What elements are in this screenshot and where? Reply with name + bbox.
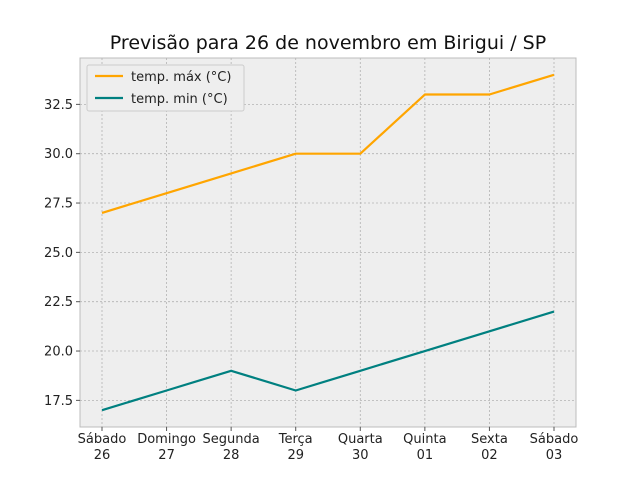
y-tick-label: 30.0 — [44, 147, 73, 162]
x-tick-label-date: 27 — [158, 448, 175, 463]
x-tick-label-date: 29 — [287, 448, 304, 463]
series-line-1 — [101, 310, 555, 412]
y-tick-label: 32.5 — [44, 98, 73, 113]
x-tick-label-day: Domingo — [137, 432, 196, 447]
x-tick-label-date: 02 — [481, 448, 498, 463]
x-tick-label-day: Segunda — [203, 432, 260, 447]
x-tick-label-date: 03 — [546, 448, 563, 463]
legend-label-max: temp. máx (°C) — [131, 70, 231, 85]
series-lines — [101, 73, 555, 412]
x-tick-label-day: Terça — [278, 432, 313, 447]
y-tick-label: 20.0 — [44, 345, 73, 360]
x-tick-label-day: Quarta — [338, 432, 383, 447]
y-tick-label: 17.5 — [44, 394, 73, 409]
legend-box — [86, 64, 245, 112]
chart-title: Previsão para 26 de novembro em Birigui … — [110, 32, 546, 54]
x-tick-label-date: 01 — [417, 448, 434, 463]
x-tick-label-date: 30 — [352, 448, 369, 463]
plot-area — [79, 57, 577, 428]
legend: temp. máx (°C) temp. min (°C) — [86, 64, 245, 112]
y-tick-label: 22.5 — [44, 295, 73, 310]
x-tick-label-date: 28 — [223, 448, 240, 463]
x-tick-label-day: Sábado — [530, 432, 579, 447]
y-tick-label: 25.0 — [44, 246, 73, 261]
grid-lines — [80, 58, 576, 427]
x-tick-label-day: Sexta — [471, 432, 508, 447]
series-line-0 — [101, 73, 555, 214]
x-tick-label-date: 26 — [94, 448, 111, 463]
x-tick-label-day: Sábado — [78, 432, 127, 447]
axes: 17.520.022.525.027.530.032.5Sábado26Domi… — [44, 98, 578, 463]
legend-label-min: temp. min (°C) — [131, 92, 228, 107]
x-tick-label-day: Quinta — [403, 432, 446, 447]
y-tick-label: 27.5 — [44, 197, 73, 212]
